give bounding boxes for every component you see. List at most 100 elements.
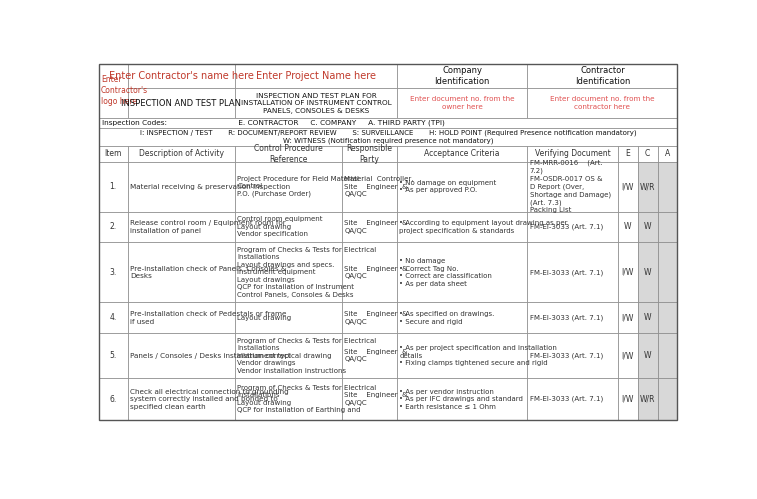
Text: W: W [624, 223, 631, 232]
Bar [98, 146, 128, 162]
Bar [528, 302, 618, 333]
Bar [397, 333, 528, 378]
Bar [235, 88, 397, 118]
Bar [98, 333, 128, 378]
Text: I/W: I/W [621, 351, 634, 360]
Bar [637, 243, 658, 302]
Text: 6.: 6. [110, 395, 117, 404]
Bar [618, 212, 637, 243]
Bar [128, 162, 235, 212]
Bar [342, 162, 397, 212]
Text: • No damage
• Correct Tag No.
• Correct are classification
• As per data sheet: • No damage • Correct Tag No. • Correct … [400, 258, 492, 286]
Bar [235, 333, 342, 378]
Text: 3.: 3. [110, 268, 117, 277]
Text: INSPECTION AND TEST PLAN: INSPECTION AND TEST PLAN [121, 98, 241, 107]
Bar [98, 118, 678, 128]
Bar [618, 302, 637, 333]
Bar [397, 88, 528, 118]
Text: Program of Checks & Tests for Electrical
Installations
Layout drawings and specs: Program of Checks & Tests for Electrical… [237, 247, 376, 298]
Text: FM-EI-3033 (Art. 7.1): FM-EI-3033 (Art. 7.1) [530, 224, 603, 230]
Text: Site    Engineer  &
QA/QC: Site Engineer & QA/QC [344, 220, 408, 234]
Text: I: INSPECTION / TEST       R: DOCUMENT/REPORT REVIEW       S: SURVEILLANCE      : I: INSPECTION / TEST R: DOCUMENT/REPORT … [139, 130, 637, 144]
Text: Project Procedure for Field Material
Control
P.O. (Purchase Order): Project Procedure for Field Material Con… [237, 176, 359, 197]
Text: INSPECTION AND TEST PLAN FOR
INSTALLATION OF INSTRUMENT CONTROL
PANELS, CONSOLES: INSPECTION AND TEST PLAN FOR INSTALLATIO… [241, 92, 391, 113]
Text: 4.: 4. [110, 313, 117, 322]
Text: FM-EI-3033 (Art. 7.1): FM-EI-3033 (Art. 7.1) [530, 396, 603, 402]
Bar [637, 378, 658, 420]
Bar [342, 333, 397, 378]
Text: Site    Engineer  &
QA/QC: Site Engineer & QA/QC [344, 265, 408, 279]
Bar [637, 212, 658, 243]
Text: Check all electrical connection to grounding
system correctly installed and bond: Check all electrical connection to groun… [130, 389, 288, 410]
Bar [528, 162, 618, 212]
Bar [637, 302, 658, 333]
Text: Layout drawing: Layout drawing [237, 315, 291, 321]
Text: Contractor
Identification: Contractor Identification [575, 66, 630, 86]
Bar [618, 333, 637, 378]
Text: • According to equipment layout drawing as per
project specification & standards: • According to equipment layout drawing … [400, 220, 568, 234]
Text: Company
Identification: Company Identification [435, 66, 490, 86]
Text: Item: Item [104, 149, 122, 158]
Text: • As per vendor instruction
• As per IFC drawings and standard
• Earth resistanc: • As per vendor instruction • As per IFC… [400, 389, 523, 410]
Bar [235, 378, 342, 420]
Bar [618, 162, 637, 212]
Text: Panels / Consoles / Desks installation correct: Panels / Consoles / Desks installation c… [130, 353, 291, 359]
Bar [658, 146, 678, 162]
Bar [128, 146, 235, 162]
Bar [528, 88, 678, 118]
Text: Control Procedure
Reference: Control Procedure Reference [254, 144, 322, 164]
Bar [342, 243, 397, 302]
Text: Material  Controller,
Site    Engineer  &
QA/QC: Material Controller, Site Engineer & QA/… [344, 176, 414, 197]
Bar [128, 88, 235, 118]
Text: Enter Contractor's name here: Enter Contractor's name here [109, 71, 254, 81]
Text: Acceptance Criteria: Acceptance Criteria [425, 149, 500, 158]
Bar [528, 243, 618, 302]
Bar [528, 378, 618, 420]
Text: E: E [625, 149, 630, 158]
Text: Pre-installation check of Panels, Consoles &
Desks: Pre-installation check of Panels, Consol… [130, 265, 287, 279]
Text: Site    Engineer  &
QA/QC: Site Engineer & QA/QC [344, 311, 408, 324]
Bar [637, 162, 658, 212]
Bar [637, 333, 658, 378]
Bar [397, 243, 528, 302]
Text: Release control room / Equipment room for
installation of panel: Release control room / Equipment room fo… [130, 220, 285, 234]
Text: W: W [643, 313, 651, 322]
Text: Responsible
Party: Responsible Party [347, 144, 393, 164]
Text: Description of Activity: Description of Activity [139, 149, 224, 158]
Bar [98, 212, 128, 243]
Text: Enter Project Name here: Enter Project Name here [256, 71, 376, 81]
Text: Verifying Document: Verifying Document [534, 149, 610, 158]
Text: • As specified on drawings.
• Secure and rigid: • As specified on drawings. • Secure and… [400, 311, 495, 324]
Text: W: W [643, 268, 651, 277]
Bar [618, 146, 637, 162]
Bar [98, 378, 128, 420]
Bar [342, 146, 397, 162]
Bar [528, 64, 678, 88]
Bar [658, 378, 678, 420]
Bar [658, 162, 678, 212]
Bar [128, 333, 235, 378]
Text: Inspection Codes:                              E. CONTRACTOR     C. COMPANY     : Inspection Codes: E. CONTRACTOR C. COMPA… [101, 119, 444, 126]
Bar [637, 146, 658, 162]
Bar [658, 212, 678, 243]
Bar [342, 212, 397, 243]
Text: I/W: I/W [621, 395, 634, 404]
Text: • As per project specification and installation
details
• Fixing clamps tightene: • As per project specification and insta… [400, 345, 557, 366]
Bar [128, 302, 235, 333]
Text: W: W [643, 351, 651, 360]
Bar [528, 146, 618, 162]
Text: Enter document no. from the
owner here: Enter document no. from the owner here [410, 96, 515, 110]
Text: Site    Engineer  &
QA/QC: Site Engineer & QA/QC [344, 392, 408, 406]
Text: Material receiving & preservation inspection: Material receiving & preservation inspec… [130, 184, 290, 190]
Bar [98, 243, 128, 302]
Text: FM-EI-3033 (Art. 7.1): FM-EI-3033 (Art. 7.1) [530, 269, 603, 275]
Text: I/W: I/W [621, 182, 634, 191]
Bar [128, 64, 235, 88]
Bar [235, 302, 342, 333]
Bar [397, 212, 528, 243]
Bar [528, 333, 618, 378]
Bar [397, 378, 528, 420]
Bar [528, 212, 618, 243]
Bar [128, 212, 235, 243]
Bar [342, 378, 397, 420]
